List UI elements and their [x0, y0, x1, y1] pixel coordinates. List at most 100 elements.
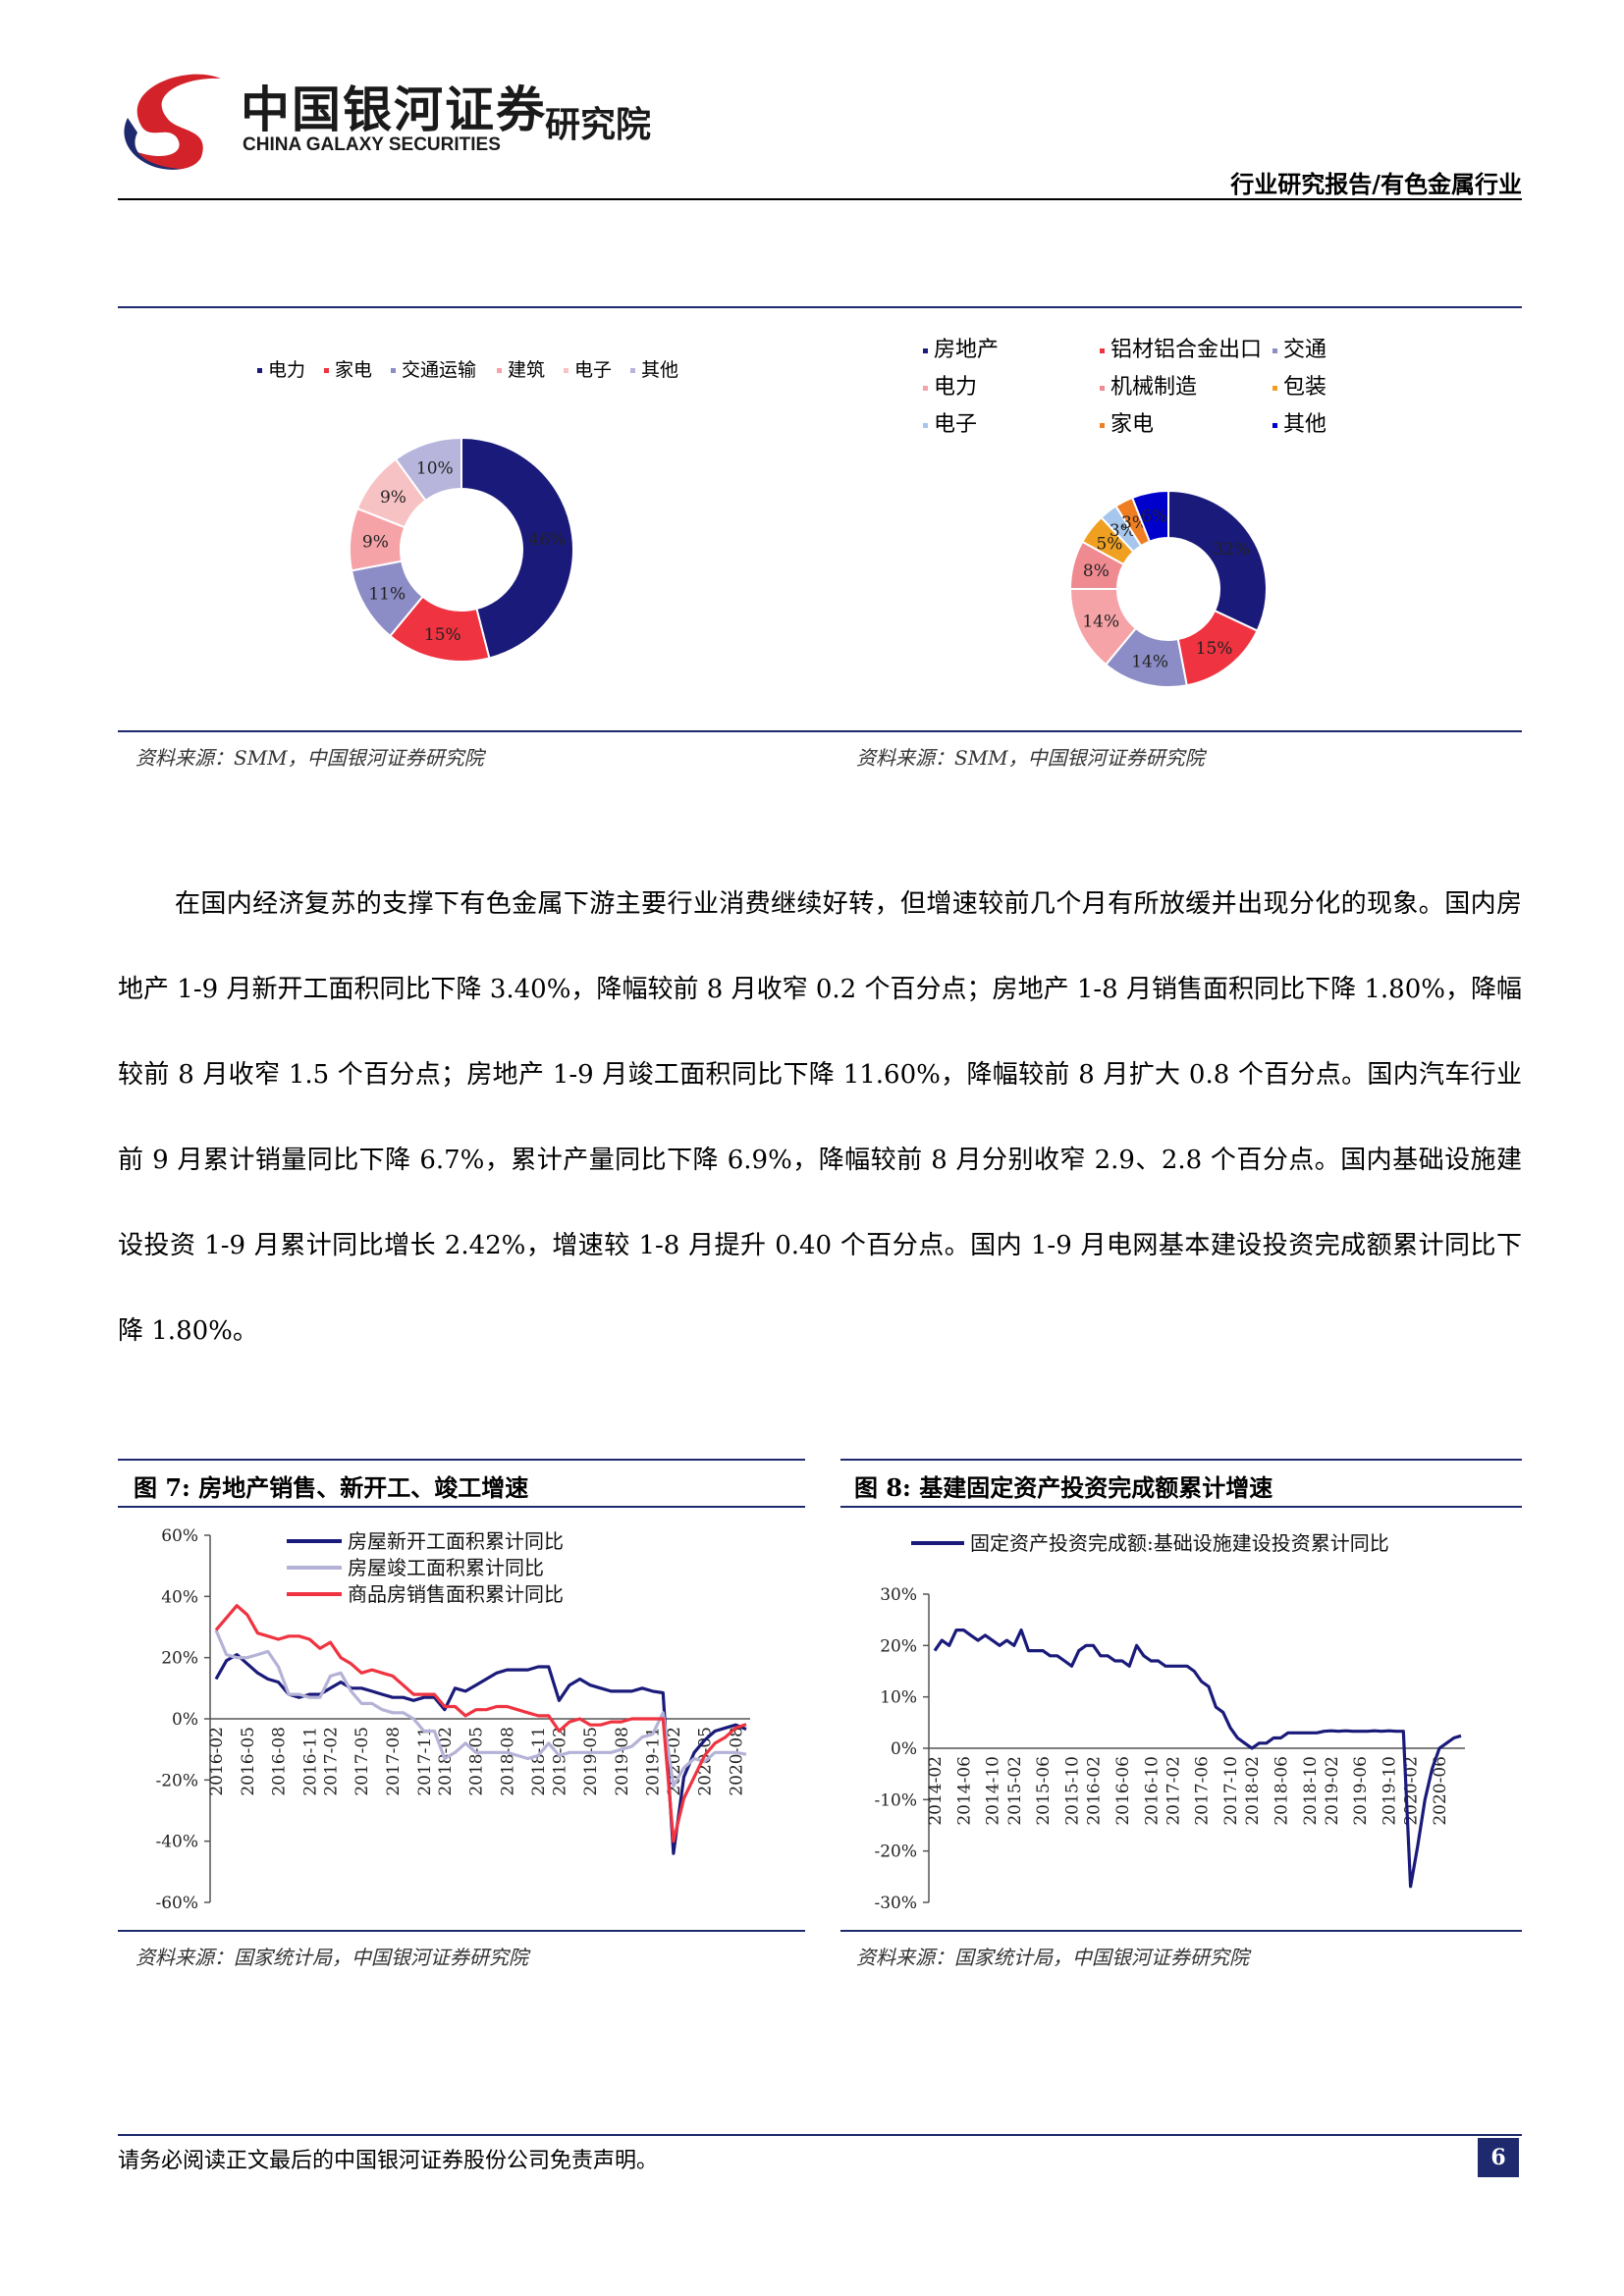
- y-tick-label: -20%: [155, 1771, 198, 1790]
- x-tick-label: 2016-08: [270, 1727, 290, 1796]
- y-tick-label: 0%: [891, 1739, 917, 1759]
- x-tick-label: 2017-11: [415, 1727, 435, 1796]
- y-tick-label: -40%: [155, 1833, 198, 1852]
- pie-left-source: 资料来源：SMM，中国银河证券研究院: [135, 746, 484, 770]
- pie-slice-label: 5%: [1096, 534, 1122, 554]
- x-tick-label: 2017-05: [352, 1727, 372, 1796]
- pie-slice-label: 46%: [528, 530, 566, 550]
- fig7-line-chart: 60% 40% 20% 0% -20% -40% -60% 2016-02 2016-05 201…: [155, 1526, 750, 1913]
- legend-item: 铝材铝合金出口: [1100, 332, 1262, 363]
- fig8-title: 图 8: 基建固定资产投资完成额累计增速: [854, 1473, 1273, 1502]
- pie-section-top-rule: [118, 306, 1522, 308]
- x-tick-label: 2016-10: [1142, 1756, 1162, 1826]
- y-tick-label: 40%: [161, 1587, 198, 1607]
- pie-section-bottom-rule: [118, 730, 1522, 732]
- y-tick-label: 60%: [161, 1526, 198, 1546]
- fig8-source: 资料来源：国家统计局，中国银河证券研究院: [856, 1946, 1249, 1969]
- legend-item: 家电: [324, 355, 372, 382]
- legend-item: 房地产: [923, 332, 999, 363]
- pie-slice-label: 9%: [362, 533, 389, 553]
- y-tick-label: 20%: [880, 1636, 917, 1656]
- x-tick-label: 2018-02: [1243, 1756, 1263, 1826]
- fig7-title-rule: [118, 1506, 805, 1508]
- x-tick-label: 2018-11: [529, 1727, 549, 1796]
- x-tick-label: 2016-06: [1113, 1756, 1133, 1826]
- x-tick-label: 2018-06: [1272, 1756, 1291, 1826]
- y-tick-label: 30%: [880, 1585, 917, 1605]
- logo-mark-blue: [124, 118, 182, 170]
- page-number: 6: [1478, 2138, 1519, 2177]
- fig8-bottom-rule: [840, 1930, 1522, 1932]
- legend-item: 包装: [1272, 369, 1326, 400]
- x-tick-label: 2020-08: [727, 1727, 746, 1796]
- fig8-top-rule: [840, 1459, 1522, 1461]
- footer-rule: [118, 2134, 1522, 2136]
- x-tick-label: 2019-06: [1351, 1756, 1371, 1826]
- pie-slice: [460, 436, 574, 660]
- x-tick-label: 2017-06: [1193, 1756, 1213, 1826]
- fig7-bottom-rule: [118, 1930, 805, 1932]
- y-tick-label: -30%: [874, 1894, 917, 1913]
- pie-slice: [1167, 489, 1268, 632]
- pie-slice-label: 15%: [1196, 639, 1233, 659]
- x-tick-label: 2019-05: [581, 1727, 601, 1796]
- x-tick-label: 2018-08: [498, 1727, 517, 1796]
- legend-item: 电子: [923, 406, 977, 438]
- pie-slice-label: 32%: [1213, 540, 1250, 560]
- y-tick-label: -20%: [874, 1842, 917, 1862]
- legend-item: 交通运输: [391, 355, 476, 382]
- x-tick-label: 2016-02: [1085, 1756, 1105, 1826]
- legend-item: 建筑: [497, 355, 545, 382]
- legend-label: 房屋竣工面积累计同比: [348, 1556, 544, 1579]
- x-tick-label: 2016-11: [300, 1727, 320, 1796]
- pie-slice: [394, 436, 462, 503]
- logo-mark: [136, 74, 221, 170]
- pie-right-chart: 32%15%14%14%8%5%3%3%6%: [1068, 489, 1268, 688]
- body-paragraph: 在国内经济复苏的支撑下有色金属下游主要行业消费继续好转，但增速较前几个月有所放缓…: [118, 862, 1522, 1374]
- x-tick-label: 2018-05: [467, 1727, 487, 1796]
- x-tick-label: 2018-10: [1301, 1756, 1321, 1826]
- legend-item: 交通: [1272, 332, 1326, 363]
- legend-item: 其他: [1272, 406, 1326, 438]
- pie-slice-label: 8%: [1083, 561, 1110, 581]
- pie-right-source: 资料来源：SMM，中国银河证券研究院: [856, 746, 1205, 770]
- fig8-line-chart: 30% 20% 10% 0% -10% -20% -30% 2014-02 2014-06 201…: [874, 1531, 1465, 1913]
- pie-slice: [1130, 489, 1169, 543]
- x-tick-label: 2017-02: [321, 1727, 341, 1796]
- x-tick-label: 2014-06: [954, 1756, 974, 1826]
- x-tick-label: 2020-06: [1431, 1756, 1450, 1826]
- pie-left-chart: 46% 15% 11% 9% 9% 10%: [349, 436, 574, 663]
- x-tick-label: 2019-08: [613, 1727, 632, 1796]
- pie-slice-label: 11%: [368, 585, 406, 605]
- fig7-source: 资料来源：国家统计局，中国银河证券研究院: [135, 1946, 528, 1969]
- pie-slice-label: 14%: [1131, 653, 1168, 672]
- legend-label: 商品房销售面积累计同比: [348, 1582, 564, 1606]
- x-tick-label: 2016-05: [239, 1727, 258, 1796]
- x-tick-label: 2015-06: [1034, 1756, 1054, 1826]
- x-tick-label: 2019-11: [644, 1727, 664, 1796]
- x-tick-label: 2019-02: [1323, 1756, 1342, 1826]
- logo-english-name: CHINA GALAXY SECURITIES: [243, 134, 501, 155]
- x-tick-label: 2015-10: [1063, 1756, 1083, 1826]
- x-tick-label: 2016-02: [207, 1727, 227, 1796]
- y-tick-label: 20%: [161, 1649, 198, 1669]
- fig8-title-rule: [840, 1506, 1522, 1508]
- x-tick-label: 2017-10: [1221, 1756, 1241, 1826]
- pie-slice-label: 10%: [416, 458, 454, 478]
- x-tick-label: 2017-08: [384, 1727, 404, 1796]
- legend-item: 电力: [923, 369, 977, 400]
- series-line: [214, 1629, 747, 1789]
- legend-item: 机械制造: [1100, 369, 1197, 400]
- y-tick-label: -10%: [874, 1790, 917, 1810]
- pie-slice-label: 14%: [1082, 612, 1119, 631]
- series-line: [933, 1628, 1462, 1889]
- x-tick-label: 2018-02: [436, 1727, 456, 1796]
- y-tick-label: -60%: [155, 1894, 198, 1913]
- legend-item: 电力: [257, 355, 305, 382]
- header-rule: [118, 198, 1522, 200]
- fig7-top-rule: [118, 1459, 805, 1461]
- legend-label: 房屋新开工面积累计同比: [348, 1529, 564, 1553]
- logo-chinese-name: 中国银河证券: [241, 81, 547, 138]
- series-line: [214, 1604, 747, 1843]
- pie-slice-label: 9%: [380, 488, 406, 507]
